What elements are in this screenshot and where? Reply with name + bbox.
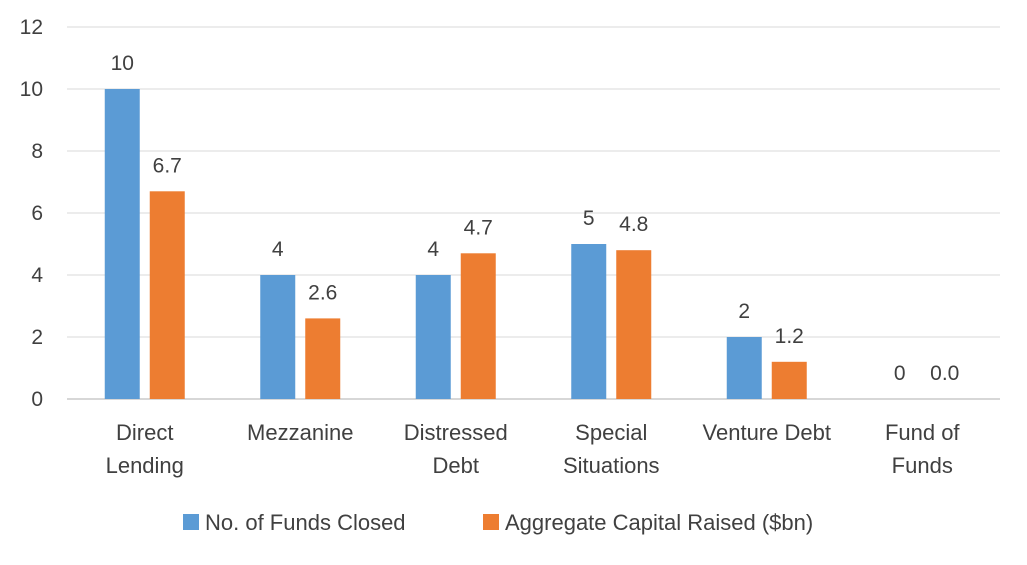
y-tick-label: 0 [31, 388, 43, 411]
x-category-label-line: Distressed [404, 420, 508, 445]
y-axis-ticks: 0 2 4 6 8 10 12 [20, 16, 44, 411]
data-label: 10 [111, 52, 134, 75]
legend-label: Aggregate Capital Raised ($bn) [505, 510, 813, 535]
y-tick-label: 4 [31, 264, 43, 287]
x-category-label: Mezzanine [247, 420, 353, 445]
data-label: 6.7 [153, 154, 182, 177]
data-label: 0 [894, 362, 906, 385]
bar-funds-closed [415, 275, 451, 399]
x-category-label-line: Venture Debt [703, 420, 831, 445]
data-label: 2.6 [308, 281, 337, 304]
legend-swatch [483, 514, 499, 530]
bar-funds-closed [726, 337, 762, 399]
y-tick-label: 6 [31, 202, 43, 225]
x-category-label: Direct Lending [106, 420, 184, 478]
x-category-label-line: Fund of [885, 420, 960, 445]
bar-funds-closed [260, 275, 296, 399]
x-category-label-line: Lending [106, 453, 184, 478]
y-tick-label: 2 [31, 326, 43, 349]
x-category-label: Special Situations [563, 420, 660, 478]
bars [104, 89, 807, 399]
x-category-label-line: Special [575, 420, 647, 445]
bar-capital-raised [616, 250, 652, 399]
bar-capital-raised [149, 191, 185, 399]
data-label: 2 [738, 300, 750, 323]
data-label: 4.7 [464, 216, 493, 239]
data-label: 1.2 [775, 325, 804, 348]
x-category-label-line: Direct [116, 420, 173, 445]
y-tick-label: 12 [20, 16, 43, 39]
data-labels: 10 4 4 5 2 0 6.7 2.6 4.7 4.8 1.2 0.0 [111, 52, 960, 385]
data-label: 5 [583, 207, 595, 230]
data-label: 4.8 [619, 213, 648, 236]
bar-capital-raised [771, 361, 807, 399]
x-category-label: Fund of Funds [885, 420, 960, 478]
legend-label: No. of Funds Closed [205, 510, 406, 535]
bar-funds-closed [104, 89, 140, 399]
x-category-label-line: Situations [563, 453, 660, 478]
data-label: 4 [427, 238, 439, 261]
y-tick-label: 10 [20, 78, 43, 101]
x-category-label-line: Debt [433, 453, 479, 478]
legend-swatch [183, 514, 199, 530]
x-category-label: Distressed Debt [404, 420, 508, 478]
x-category-label-line: Mezzanine [247, 420, 353, 445]
x-category-label-line: Funds [892, 453, 953, 478]
bar-funds-closed [571, 244, 607, 399]
y-tick-label: 8 [31, 140, 43, 163]
x-category-label: Venture Debt [703, 420, 831, 445]
bar-capital-raised [305, 318, 341, 399]
x-axis-categories: Direct Lending Mezzanine Distressed Debt Spec… [106, 420, 961, 478]
bar-capital-raised [460, 253, 496, 399]
legend: No. of Funds Closed Aggregate Capital Rai… [183, 510, 813, 535]
gridlines [67, 26, 1000, 400]
data-label: 4 [272, 238, 284, 261]
data-label: 0.0 [930, 362, 959, 385]
